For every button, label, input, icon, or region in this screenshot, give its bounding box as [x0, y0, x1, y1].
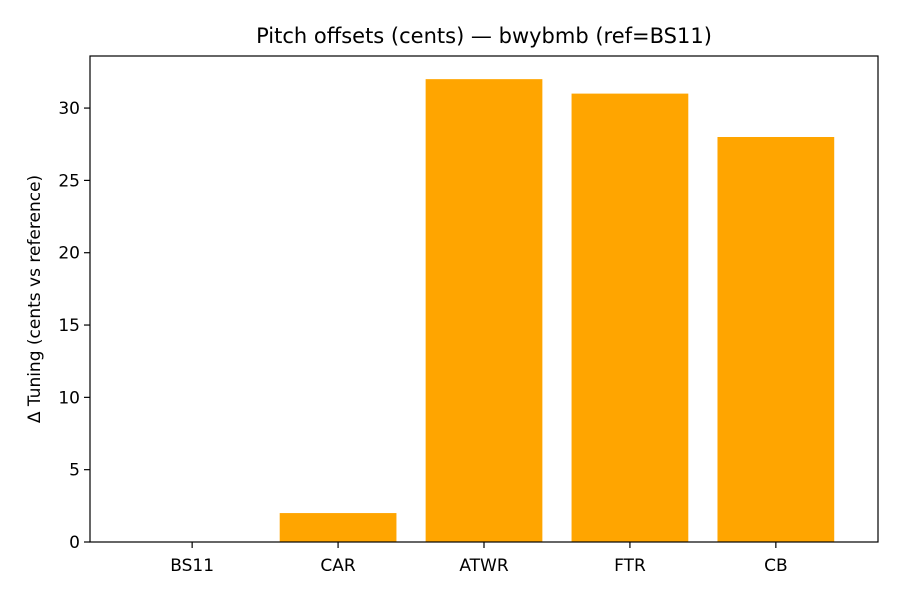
y-tick-label: 20 [58, 244, 80, 264]
x-tick-label-ftr: FTR [614, 556, 646, 576]
y-tick-label: 5 [69, 461, 80, 481]
x-tick-label-bs11: BS11 [170, 556, 214, 576]
y-axis-label: Δ Tuning (cents vs reference) [25, 175, 45, 423]
bar-ftr [571, 93, 689, 542]
bar-car [279, 513, 397, 542]
x-axis: BS11 CAR ATWR FTR CB [170, 542, 788, 576]
plot-frame [89, 55, 879, 543]
chart-title: Pitch offsets (cents) — bwybmb (ref=BS11… [256, 24, 712, 48]
y-tick-label: 25 [58, 171, 80, 191]
bar-atwr [425, 79, 543, 543]
x-tick-label-cb: CB [764, 556, 788, 576]
bar-cb [717, 137, 835, 542]
x-tick-label-atwr: ATWR [459, 556, 509, 576]
y-axis: 0 5 10 15 20 25 30 [58, 99, 90, 553]
y-tick-label: 15 [58, 316, 80, 336]
y-tick-label: 30 [58, 99, 80, 119]
y-tick-label: 0 [69, 533, 80, 553]
bars-group [279, 79, 835, 543]
x-tick-label-car: CAR [320, 556, 355, 576]
y-tick-label: 10 [58, 388, 80, 408]
